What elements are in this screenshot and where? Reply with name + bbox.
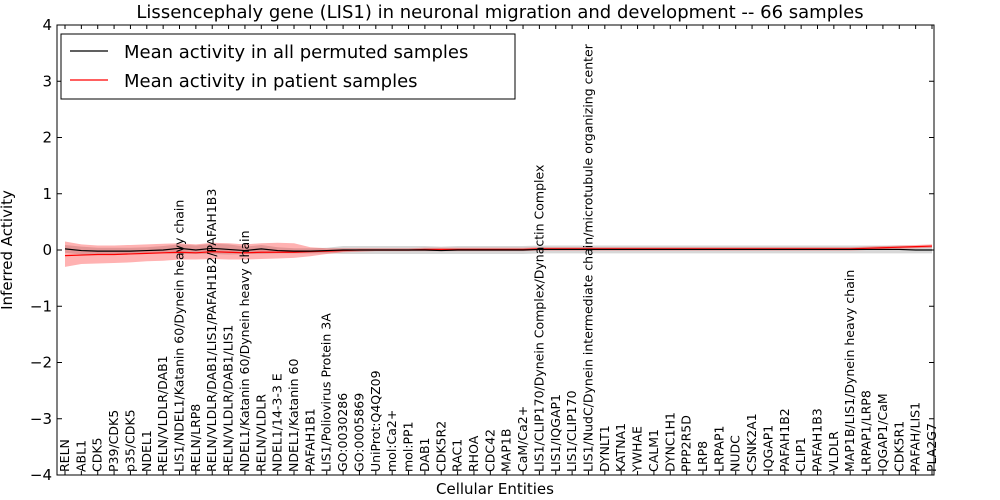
chart-title: Lissencephaly gene (LIS1) in neuronal mi… [136, 2, 863, 23]
x-tick-label: CALM1 [646, 429, 661, 472]
x-tick-label: DAB1 [417, 438, 432, 473]
y-tick-label: 0 [42, 241, 52, 259]
x-tick-label: CaM/Ca2+ [515, 406, 530, 472]
x-tick-label: RELN/VLDLR/DAB1/LIS1 [221, 325, 236, 472]
x-tick-label: CDK5 [90, 437, 105, 472]
y-tick-label: 1 [42, 185, 52, 203]
y-tick-label: −3 [30, 410, 52, 428]
x-tick-label: YWHAE [630, 426, 645, 473]
y-tick-label: 2 [42, 129, 52, 147]
x-tick-label: UniProt:Q4QZ09 [368, 370, 383, 472]
x-tick-label: PAFAH/LIS1 [908, 402, 923, 472]
y-axis-label: Inferred Activity [0, 190, 16, 310]
x-tick-label: mol:PP1 [401, 421, 416, 472]
x-tick-label: IQGAP1 [760, 425, 775, 472]
x-tick-label: PLA2G7 [924, 423, 939, 472]
x-axis: RELN ABL1 CDK5 P39/CDK5 p35/CDK5 NDEL1 RELN/VL… [57, 25, 939, 475]
x-tick-label: NDEL1 [139, 430, 154, 472]
x-tick-label: LRP8 [695, 441, 710, 472]
x-tick-label: ABL1 [73, 440, 88, 472]
x-tick-label: PAFAH1B3 [809, 408, 824, 472]
x-tick-label: LIS1/IQGAP1 [548, 394, 563, 472]
x-tick-label: P39/CDK5 [106, 410, 121, 472]
legend: Mean activity in all permuted samples Me… [60, 33, 516, 100]
y-axis: −4 −3 −2 −1 0 1 2 3 4 [30, 16, 934, 484]
x-tick-label: NDEL1/14-3-3 E [270, 373, 285, 472]
x-tick-label: LIS1/Poliovirus Protein 3A [319, 313, 334, 472]
x-tick-label: GO:0005869 [351, 393, 366, 472]
x-tick-label: PPP2R5D [679, 415, 694, 472]
y-tick-label: 3 [42, 72, 52, 90]
x-tick-label: LRPAP1/LRP8 [859, 390, 874, 472]
confidence-bands [65, 241, 932, 267]
series-line-permuted [64, 247, 932, 252]
x-tick-label: CDC42 [482, 429, 497, 472]
y-tick-label: −4 [30, 466, 52, 484]
x-tick-label: VLDLR [826, 431, 841, 472]
legend-box [60, 33, 516, 100]
band-patient [65, 241, 932, 267]
x-tick-label: PAFAH1B1 [302, 408, 317, 472]
x-tick-label: DYNLT1 [597, 425, 612, 472]
x-tick-label: RELN/VLDLR/DAB1/LIS1/PAFAH1B2/PAFAH1B3 [204, 189, 219, 472]
x-tick-label: RELN/VLDLR/DAB1 [155, 355, 170, 472]
x-tick-label: LIS1/NDEL1/Katanin 60/Dynein heavy chain [172, 200, 187, 472]
x-tick-label: RAC1 [450, 439, 465, 472]
x-tick-label: DYNC1H1 [662, 412, 677, 472]
x-tick-label: RHOA [466, 435, 481, 472]
x-tick-label: PAFAH1B2 [777, 408, 792, 472]
y-tick-label: 4 [42, 16, 52, 34]
x-tick-label: p35/CDK5 [122, 409, 137, 472]
x-tick-label: CSNK2A1 [744, 413, 759, 472]
x-tick-label: RELN/VLDLR [253, 394, 268, 472]
x-tick-label: NDEL1/Katanin 60 [286, 359, 301, 472]
x-tick-label: NUDC [728, 435, 743, 472]
x-tick-label: NDEL1/Katanin 60/Dynein heavy chain [237, 230, 252, 472]
x-tick-label: RELN/LRP8 [188, 404, 203, 472]
x-tick-label: mol:Ca2+ [384, 410, 399, 472]
x-tick-label: LIS1/CLIP170/Dynein Complex/Dynactin Com… [531, 165, 546, 472]
x-tick-label: LIS1/CLIP170 [564, 390, 579, 472]
x-tick-label: CDK5R1 [891, 421, 906, 472]
x-tick-label: GO:0030286 [335, 393, 350, 472]
y-tick-label: −2 [30, 354, 52, 372]
legend-label-permuted: Mean activity in all permuted samples [124, 42, 468, 63]
x-tick-label: KATNA1 [613, 423, 628, 472]
x-tick-label: MAP1B/LIS1/Dynein heavy chain [842, 270, 857, 472]
legend-label-patient: Mean activity in patient samples [124, 71, 418, 92]
x-axis-label: Cellular Entities [436, 480, 554, 498]
x-tick-label: MAP1B [499, 429, 514, 472]
x-tick-label: RELN [57, 439, 72, 472]
x-tick-label: LRPAP1 [711, 426, 726, 472]
x-tick-label: LIS1/NudC/Dynein intermediate chain/micr… [580, 43, 595, 472]
x-tick-label: IQGAP1/CaM [875, 393, 890, 472]
x-tick-label: CLIP1 [793, 437, 808, 472]
y-tick-label: −1 [30, 297, 52, 315]
x-tick-label: CDK5R2 [433, 421, 448, 472]
series-lines [64, 245, 933, 257]
